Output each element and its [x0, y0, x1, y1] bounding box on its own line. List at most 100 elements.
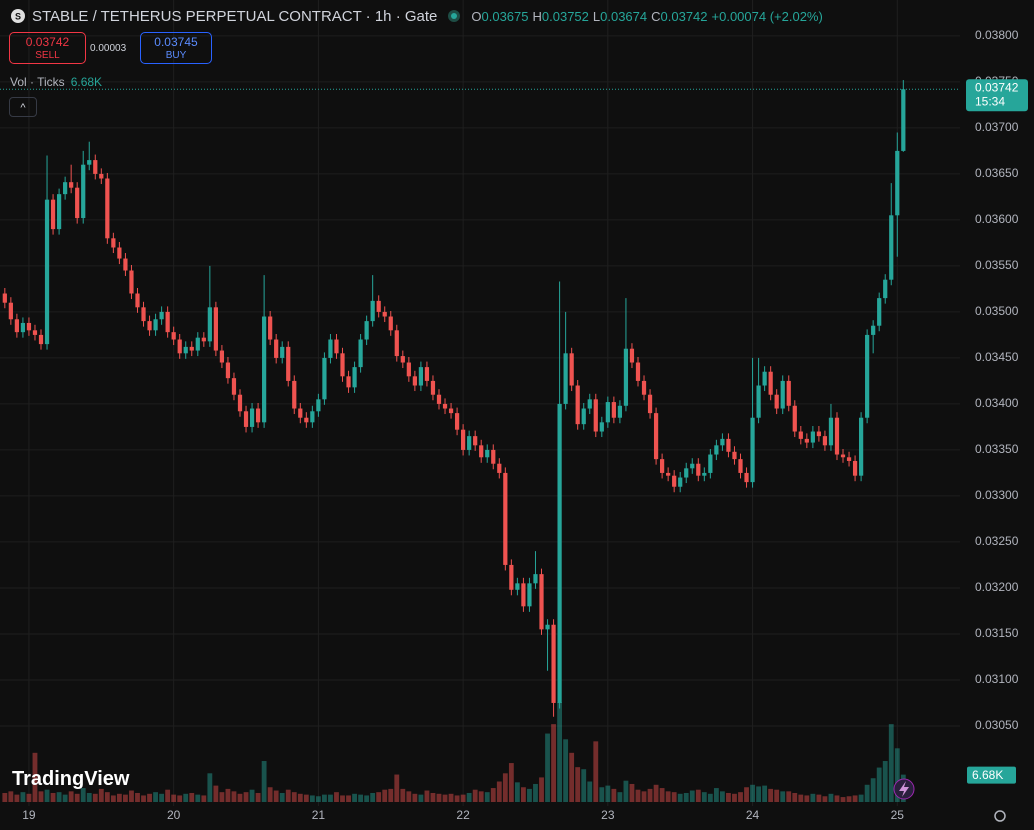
candle-body: [738, 459, 743, 473]
volume-bar: [358, 794, 364, 802]
volume-bar: [514, 782, 520, 802]
volume-bar: [153, 792, 158, 802]
volume-bar: [707, 793, 713, 802]
candle-body: [593, 399, 598, 432]
candle-body: [274, 339, 279, 358]
volume-bar: [400, 788, 406, 802]
volume-bar: [74, 793, 80, 802]
volume-bar: [840, 797, 846, 802]
volume-bar: [611, 788, 617, 802]
y-tick-label: 0.03600: [975, 212, 1019, 226]
volume-bar: [617, 792, 623, 802]
candle-body: [93, 160, 98, 174]
candle-body: [75, 187, 80, 219]
volume-bar: [255, 792, 261, 802]
volume-bar: [599, 787, 605, 802]
y-tick-label: 0.03400: [975, 396, 1019, 410]
buy-button[interactable]: 0.03745 BUY: [140, 32, 212, 64]
volume-bar: [852, 795, 858, 802]
candle-body: [424, 367, 430, 381]
candle-body: [418, 367, 424, 386]
candle-body: [177, 339, 182, 354]
volume-bar: [291, 792, 297, 802]
candle-body: [901, 89, 906, 151]
volume-bar: [629, 783, 635, 802]
candle-body: [352, 367, 357, 388]
candle-body: [605, 402, 610, 423]
last-price-tag: [966, 79, 1028, 112]
volume-bar: [864, 784, 870, 802]
y-tick-label: 0.03700: [975, 120, 1019, 134]
settings-icon[interactable]: [994, 810, 1006, 822]
candle-body: [798, 431, 803, 439]
candle-body: [666, 472, 671, 476]
volume-bar: [448, 793, 454, 802]
collapse-button[interactable]: ^: [9, 97, 37, 117]
candle-body: [581, 408, 586, 425]
candle-body: [503, 472, 508, 565]
volume-bar: [207, 773, 213, 802]
candle-body: [714, 445, 719, 455]
volume-bar: [786, 791, 792, 802]
candle-body: [720, 438, 725, 446]
candle-body: [105, 178, 110, 239]
candle-body: [497, 463, 502, 473]
y-tick-label: 0.03200: [975, 580, 1019, 594]
volume-bar: [641, 791, 647, 802]
candle-body: [129, 270, 134, 294]
ohlc-label: L: [592, 8, 601, 24]
volume-bar: [593, 741, 599, 802]
volume-bar: [581, 769, 587, 802]
volume-bar: [563, 739, 569, 802]
volume-bar: [744, 787, 749, 802]
candle-body: [346, 376, 351, 388]
volume-bar: [454, 795, 460, 802]
volume-bar: [279, 792, 285, 802]
volume-bar: [442, 794, 448, 802]
volume-bar: [738, 792, 743, 802]
volume-bar: [478, 791, 484, 802]
candle-body: [298, 408, 303, 418]
candle-body: [32, 330, 38, 335]
candle-body: [678, 477, 683, 487]
candle-body: [183, 346, 188, 354]
candle-body: [14, 319, 19, 333]
volume-tag: [967, 766, 1016, 784]
volume-bar: [225, 788, 231, 802]
candle-body: [358, 339, 363, 368]
x-tick-label: 20: [167, 808, 181, 822]
volume-bar: [285, 789, 291, 802]
candle-body: [364, 321, 369, 340]
candle-body: [117, 247, 122, 259]
candle-body: [660, 459, 665, 473]
candle-body: [828, 417, 834, 446]
volume-bar: [804, 795, 810, 802]
volume-bar: [822, 796, 828, 802]
candle-body: [527, 583, 532, 607]
candle-body: [491, 449, 496, 464]
candle-body: [696, 463, 701, 476]
volume-bar: [647, 788, 653, 802]
candle-body: [123, 258, 128, 271]
volume-bar: [2, 792, 8, 802]
candle-body: [38, 334, 44, 345]
candle-body: [394, 330, 399, 357]
volume-bar: [104, 792, 110, 802]
volume-bar: [762, 785, 768, 802]
candle-layer: [2, 80, 906, 717]
candle-body: [255, 408, 261, 423]
volume-bar: [141, 795, 146, 802]
change: +0.00074 (+2.02%): [711, 8, 823, 24]
volume-bar: [569, 752, 575, 802]
volume-tag-label: 6.68K: [972, 768, 1003, 782]
volume-bar: [424, 790, 430, 802]
candle-body: [370, 300, 375, 322]
candle-body: [400, 356, 405, 363]
volume-bar: [352, 793, 357, 802]
candle-body: [858, 417, 864, 476]
sell-button[interactable]: 0.03742 SELL: [9, 32, 86, 64]
volume-bar: [575, 767, 581, 802]
volume-bar: [756, 786, 762, 802]
volume-bar: [20, 792, 26, 802]
